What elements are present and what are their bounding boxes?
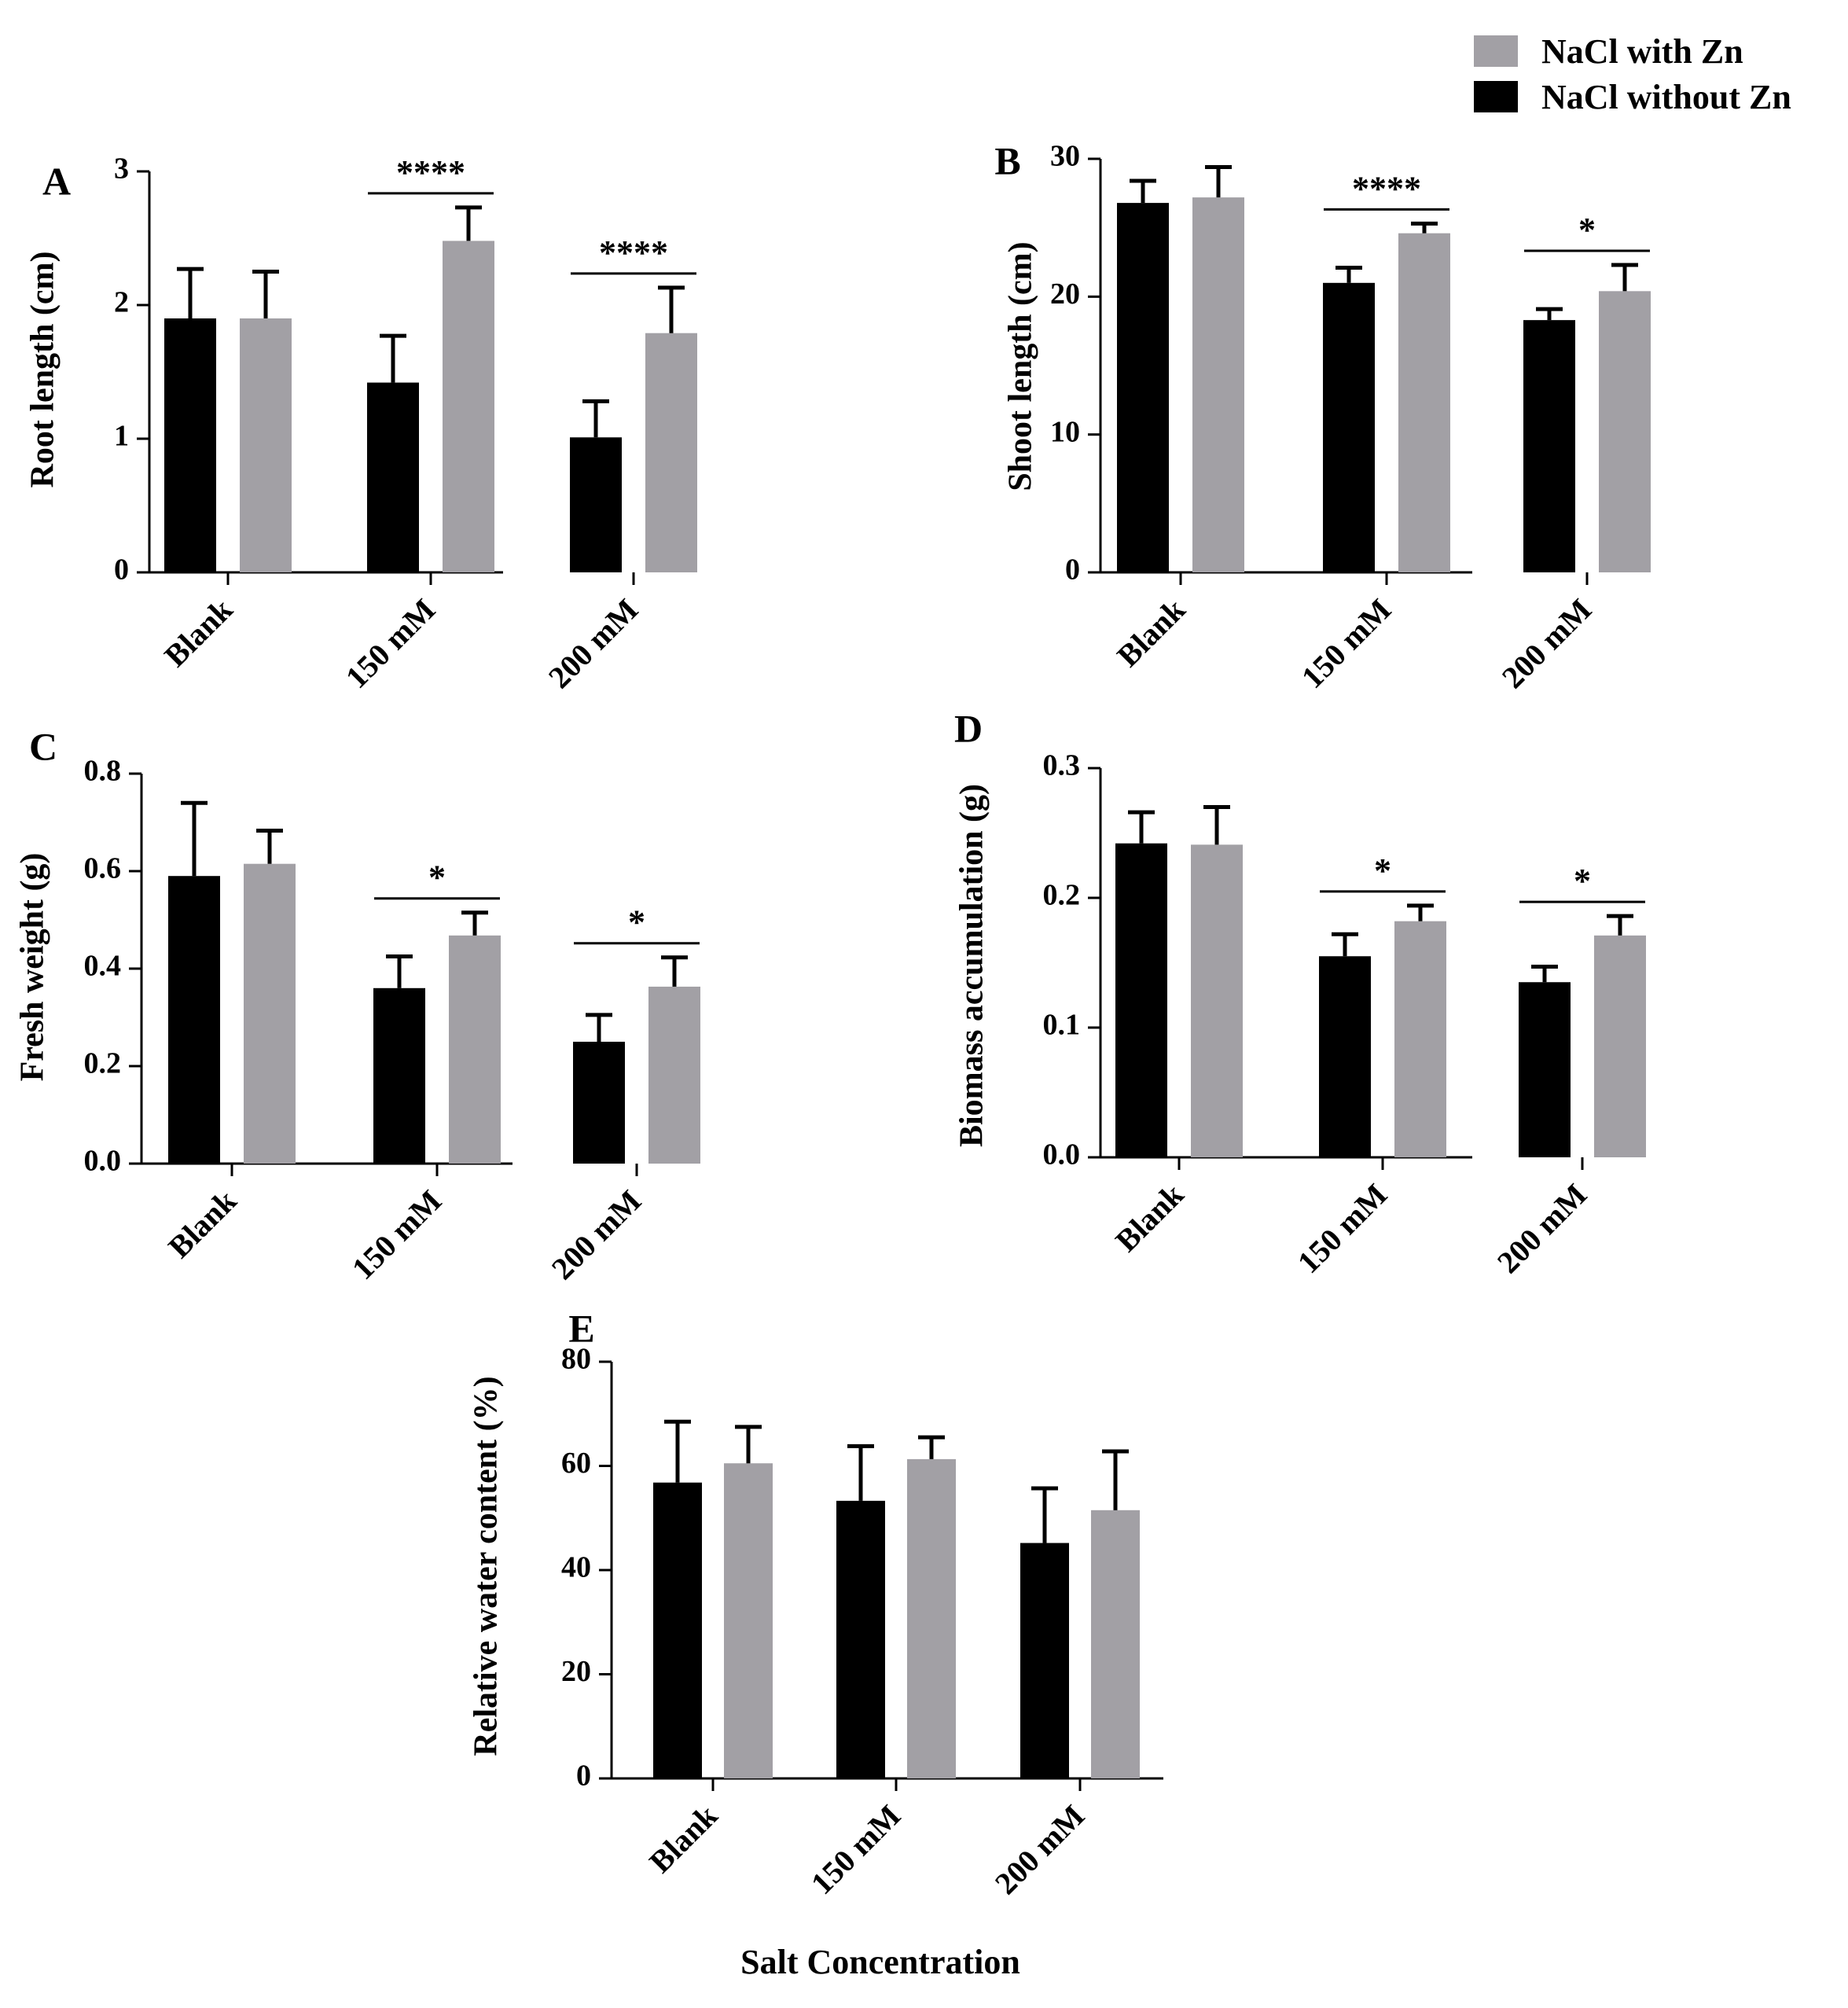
panel-e-x-tick-label: Blank — [642, 1797, 725, 1880]
panel-c-letter: C — [29, 724, 57, 768]
panel-a-x-tick-label: 150 mM — [339, 592, 443, 696]
panel-b-bar — [1599, 291, 1651, 572]
panel-e-bar — [724, 1463, 773, 1778]
panel-e-y-tick-label: 0 — [576, 1760, 591, 1793]
panel-e-letter: E — [568, 1306, 594, 1350]
legend: NaCl with Zn NaCl without Zn — [1474, 28, 1843, 120]
panel-a-y-tick-label: 1 — [114, 420, 129, 453]
panel-c-x-tick-label: 150 mM — [345, 1183, 449, 1287]
panel-b-bar — [1117, 203, 1169, 572]
panel-d-significance-label: * — [1574, 862, 1591, 900]
panel-b-significance-label: **** — [1352, 169, 1421, 208]
panel-b-x-tick-label: 200 mM — [1495, 592, 1599, 696]
legend-label-without-zn: NaCl without Zn — [1541, 77, 1791, 116]
panel-a: A Root length (cm) 0 1 2 3 Blank 150 mM 200 mM **… — [25, 153, 697, 695]
panel-c-bar — [449, 935, 501, 1164]
panel-e: E Relative water content (%) 0 20 40 60 80 Blan… — [468, 1306, 1163, 1901]
panel-c-significance-label: * — [428, 859, 446, 897]
panel-a-y-tick-label: 2 — [114, 286, 129, 319]
x-axis-title: Salt Concentration — [740, 1943, 1020, 1981]
panel-d-x-tick-label: 200 mM — [1490, 1177, 1594, 1281]
panel-a-y-tick-label: 3 — [114, 153, 129, 186]
panel-b-y-tick-label: 30 — [1050, 140, 1080, 173]
panel-d-y-tick-label: 0.0 — [1043, 1138, 1081, 1171]
panel-a-significance-label: **** — [396, 153, 465, 192]
panel-e-bar — [653, 1482, 702, 1778]
panel-c-y-tick-label: 0.0 — [84, 1145, 122, 1178]
panel-a-bar — [367, 382, 419, 572]
panel-c-x-tick-label: Blank — [161, 1182, 244, 1265]
panel-a-y-tick-label: 0 — [114, 553, 129, 587]
panel-a-x-tick-label: Blank — [157, 591, 240, 674]
legend-item-with-zn: NaCl with Zn — [1474, 28, 1843, 74]
panel-d-x-tick-label: 150 mM — [1291, 1177, 1394, 1281]
legend-swatch-without-zn — [1474, 81, 1518, 112]
legend-label-with-zn: NaCl with Zn — [1541, 31, 1743, 71]
panel-a-bar — [645, 333, 697, 572]
panel-c-bar — [573, 1042, 625, 1164]
panel-d-bar — [1519, 982, 1571, 1157]
panel-d-bar — [1594, 935, 1646, 1157]
panel-b-bar — [1323, 282, 1375, 572]
panel-e-y-tick-label: 40 — [561, 1551, 591, 1584]
panel-e-y-tick-label: 20 — [561, 1655, 591, 1688]
panel-b-bar — [1398, 233, 1450, 572]
legend-swatch-with-zn — [1474, 35, 1518, 67]
panel-a-bar — [570, 437, 622, 572]
panel-e-bar — [836, 1500, 885, 1778]
panel-a-letter: A — [42, 159, 71, 203]
panel-d-y-tick-label: 0.3 — [1043, 749, 1081, 782]
panel-e-y-tick-label: 80 — [561, 1343, 591, 1376]
panel-d-bar — [1394, 921, 1446, 1157]
panel-c-bar — [244, 863, 296, 1164]
panel-d-y-tick-label: 0.2 — [1043, 879, 1081, 912]
panel-d-bar — [1191, 844, 1243, 1157]
panel-b-bar — [1192, 197, 1244, 573]
panel-e-x-tick-label: 150 mM — [804, 1798, 908, 1902]
panel-c-y-tick-label: 0.4 — [84, 950, 122, 983]
panel-b-y-tick-label: 20 — [1050, 278, 1080, 311]
panel-c-y-tick-label: 0.2 — [84, 1047, 122, 1080]
panel-d-bar — [1319, 956, 1371, 1157]
panel-a-bar — [443, 241, 494, 572]
panel-c-bar — [648, 986, 700, 1164]
panel-a-y-axis-label: Root length (cm) — [25, 252, 61, 488]
panel-d-x-tick-label: Blank — [1108, 1176, 1191, 1259]
panel-e-y-tick-label: 60 — [561, 1447, 591, 1480]
panel-e-bar — [1091, 1510, 1140, 1778]
panel-c-y-tick-label: 0.6 — [84, 852, 122, 885]
panel-d-y-tick-label: 0.1 — [1043, 1009, 1081, 1042]
panel-c-y-axis-label: Fresh weight (g) — [15, 853, 51, 1082]
panel-d-significance-label: * — [1374, 851, 1391, 890]
panel-b-y-tick-label: 10 — [1050, 415, 1080, 448]
panel-b-significance-label: * — [1578, 211, 1596, 249]
panel-e-bar — [1020, 1543, 1069, 1778]
panel-b-y-tick-label: 0 — [1065, 553, 1080, 587]
panel-a-bar — [240, 318, 292, 572]
panel-e-x-tick-label: 200 mM — [988, 1798, 1092, 1902]
panel-d-letter: D — [954, 706, 983, 750]
panel-d: D Biomass accumulation (g) 0.0 0.1 0.2 0.3 Bla… — [954, 706, 1646, 1280]
panel-c-x-tick-label: 200 mM — [545, 1183, 648, 1287]
panel-c-significance-label: * — [628, 903, 645, 942]
panel-d-y-axis-label: Biomass accumulation (g) — [954, 784, 990, 1147]
panel-e-y-axis-label: Relative water content (%) — [468, 1376, 505, 1756]
panel-b: B Shoot length (cm) 0 10 20 30 Blank 150 mM 200 … — [994, 138, 1651, 695]
panel-b-letter: B — [994, 138, 1020, 182]
panel-b-x-tick-label: Blank — [1110, 591, 1192, 674]
panel-b-x-tick-label: 150 mM — [1295, 592, 1398, 696]
legend-item-without-zn: NaCl without Zn — [1474, 74, 1843, 120]
panel-b-y-axis-label: Shoot length (cm) — [1003, 241, 1039, 491]
panel-e-bar — [907, 1458, 956, 1778]
panel-a-x-tick-label: 200 mM — [542, 592, 645, 696]
panel-d-bar — [1115, 843, 1167, 1157]
panel-c-bar — [373, 987, 425, 1164]
panel-c-bar — [168, 876, 220, 1164]
panel-a-significance-label: **** — [599, 234, 668, 272]
panel-c: C Fresh weight (g) 0.0 0.2 0.4 0.6 0.8 Blank 150… — [15, 724, 700, 1286]
panel-c-y-tick-label: 0.8 — [84, 755, 122, 788]
panel-a-bar — [164, 318, 216, 572]
panel-b-bar — [1523, 320, 1575, 572]
